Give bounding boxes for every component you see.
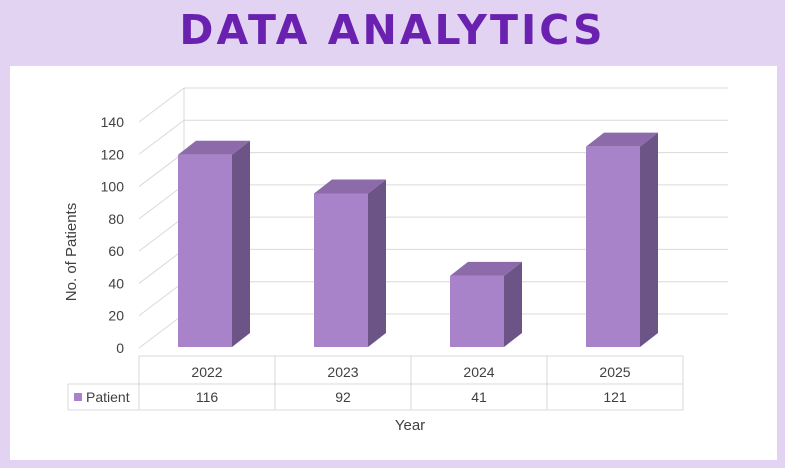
x-tick-label: 2022: [191, 364, 222, 380]
bar-top: [450, 261, 522, 276]
y-tick-label: 120: [101, 146, 125, 162]
title-banner: DATA ANALYTICS: [0, 0, 785, 60]
y-axis-ticks: 0 20 40 60 80 100 120 140: [101, 114, 125, 356]
bar-2022: [178, 140, 250, 347]
data-table-value: 116: [196, 389, 219, 405]
gridline-diagonal: [138, 152, 185, 187]
x-tick-label: 2023: [327, 364, 358, 380]
data-table: 2022 116 2023 92 2024 41 2025 121 Patient: [67, 355, 684, 411]
y-tick-label: 40: [108, 275, 124, 291]
y-tick-label: 0: [116, 340, 124, 356]
bar-side: [368, 179, 386, 347]
data-table-value: 121: [603, 389, 627, 405]
legend-swatch: [74, 393, 82, 401]
gridline-diagonal: [138, 281, 185, 317]
x-tick-label: 2024: [463, 364, 494, 380]
bar-front: [450, 275, 504, 347]
gridline-diagonal: [138, 249, 185, 284]
bar-2025: [586, 132, 658, 347]
bars: [178, 132, 658, 347]
bar-top: [586, 132, 658, 147]
y-tick-label: 100: [101, 179, 125, 195]
gridline-diagonal: [138, 313, 185, 349]
bar-front: [586, 146, 640, 347]
gridline-diagonal: [138, 216, 185, 252]
bar-side: [640, 132, 658, 347]
bar-front: [178, 154, 232, 347]
gridline-diagonal: [138, 87, 185, 123]
bar-2024: [450, 261, 522, 347]
gridline-diagonal: [138, 119, 185, 155]
y-tick-label: 60: [108, 243, 124, 259]
y-tick-label: 140: [101, 114, 125, 130]
y-tick-label: 80: [108, 211, 124, 227]
y-tick-label: 20: [108, 308, 124, 324]
bar-2023: [314, 179, 386, 347]
data-table-value: 41: [471, 389, 487, 405]
x-tick-label: 2025: [599, 364, 630, 380]
legend-label: Patient: [86, 389, 130, 405]
y-axis-title: No. of Patients: [63, 203, 80, 301]
x-axis-title: Year: [395, 417, 425, 434]
page-title: DATA ANALYTICS: [179, 6, 606, 54]
chart-panel: 0 20 40 60 80 100 120 140 2022 116 2023 92 2024 41 20…: [10, 66, 777, 460]
bar-top: [314, 179, 386, 194]
bar-side: [504, 261, 522, 347]
bar-front: [314, 193, 368, 347]
gridline-diagonal: [138, 184, 185, 220]
bar-side: [232, 140, 250, 347]
data-table-value: 92: [335, 389, 351, 405]
bar-top: [178, 140, 250, 155]
